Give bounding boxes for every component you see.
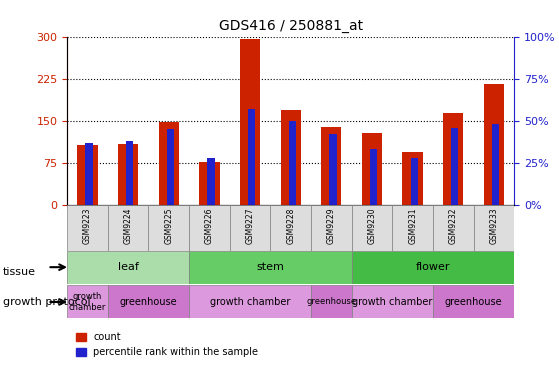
Bar: [329, 134, 337, 205]
Text: growth chamber: growth chamber: [210, 297, 290, 307]
Bar: [352, 251, 514, 284]
Bar: [370, 149, 377, 205]
Bar: [67, 205, 108, 251]
Bar: [207, 158, 215, 205]
Bar: [281, 109, 301, 205]
Bar: [321, 127, 342, 205]
Text: flower: flower: [416, 262, 450, 272]
Bar: [248, 109, 255, 205]
Bar: [77, 145, 98, 205]
Bar: [167, 129, 174, 205]
Bar: [126, 141, 133, 205]
Text: growth chamber: growth chamber: [352, 297, 433, 307]
Text: greenhouse: greenhouse: [120, 297, 177, 307]
Text: GSM9228: GSM9228: [286, 208, 295, 244]
Title: GDS416 / 250881_at: GDS416 / 250881_at: [219, 19, 363, 33]
Bar: [240, 40, 260, 205]
Bar: [352, 285, 433, 318]
Text: GSM9225: GSM9225: [164, 207, 173, 244]
Text: greenhouse: greenhouse: [445, 297, 503, 307]
Bar: [473, 205, 514, 251]
Text: leaf: leaf: [117, 262, 139, 272]
Bar: [443, 113, 463, 205]
Text: greenhouse: greenhouse: [306, 298, 357, 306]
Bar: [352, 205, 392, 251]
Text: growth protocol: growth protocol: [3, 297, 91, 307]
Legend: count, percentile rank within the sample: count, percentile rank within the sample: [72, 329, 262, 361]
Bar: [159, 123, 179, 205]
Bar: [433, 285, 514, 318]
Bar: [189, 285, 311, 318]
Text: tissue: tissue: [3, 266, 36, 277]
Bar: [230, 205, 271, 251]
Bar: [411, 158, 418, 205]
Bar: [311, 205, 352, 251]
Bar: [86, 143, 93, 205]
Bar: [108, 205, 148, 251]
Bar: [311, 285, 352, 318]
Bar: [362, 133, 382, 205]
Text: GSM9231: GSM9231: [408, 207, 417, 244]
Text: growth
chamber: growth chamber: [69, 292, 106, 312]
Text: GSM9227: GSM9227: [245, 207, 254, 244]
Text: GSM9233: GSM9233: [490, 207, 499, 244]
Text: GSM9232: GSM9232: [449, 207, 458, 244]
Bar: [433, 205, 473, 251]
Bar: [118, 144, 138, 205]
Bar: [392, 205, 433, 251]
Bar: [484, 84, 504, 205]
Text: GSM9224: GSM9224: [124, 207, 132, 244]
Bar: [402, 152, 423, 205]
Bar: [492, 124, 499, 205]
Bar: [289, 121, 296, 205]
Text: GSM9226: GSM9226: [205, 207, 214, 244]
Bar: [67, 285, 108, 318]
Text: GSM9229: GSM9229: [327, 207, 336, 244]
Bar: [108, 285, 189, 318]
Bar: [189, 251, 352, 284]
Bar: [148, 205, 189, 251]
Text: GSM9223: GSM9223: [83, 207, 92, 244]
Bar: [67, 251, 189, 284]
Text: stem: stem: [257, 262, 285, 272]
Bar: [199, 162, 220, 205]
Text: GSM9230: GSM9230: [367, 207, 377, 244]
Bar: [451, 127, 458, 205]
Bar: [189, 205, 230, 251]
Bar: [271, 205, 311, 251]
